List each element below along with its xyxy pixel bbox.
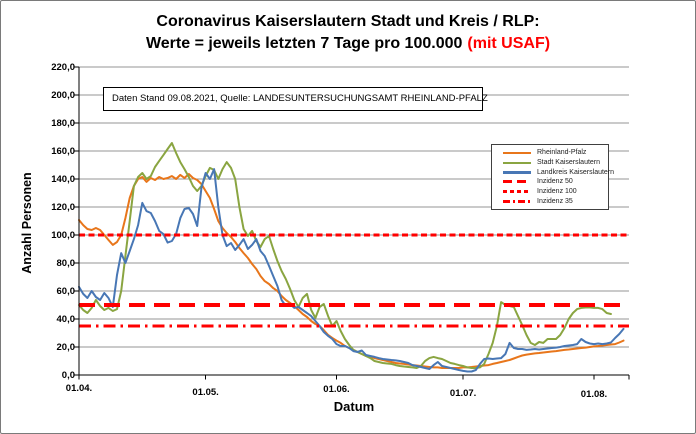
blue-line-swatch-icon	[503, 170, 531, 174]
red-dash-dot-swatch-icon	[503, 199, 531, 203]
green-line-swatch-icon	[503, 161, 531, 164]
legend-item-rheinland-pfalz: Rheinland-Pfalz	[503, 148, 608, 158]
y-tick-label: 180,0	[51, 117, 75, 129]
data-status-box: Daten Stand 09.08.2021, Quelle: LANDESUN…	[103, 87, 488, 111]
x-tick-label: 01.06.	[323, 384, 350, 395]
chart-legend: Rheinland-Pfalz Stadt Kaiserslautern Lan…	[491, 144, 614, 210]
x-tick-label: 01.04.	[65, 383, 93, 394]
legend-item-stadt-kaiserslautern: Stadt Kaiserslautern	[503, 158, 608, 168]
y-tick-label: 200,0	[51, 89, 75, 101]
red-short-dash-swatch-icon	[503, 190, 531, 194]
y-tick-label: 80,0	[56, 257, 76, 269]
series-line-landkreis-kaiserslautern	[78, 168, 625, 373]
legend-item-inzidenz-35: Inzidenz 35	[503, 196, 608, 206]
chart-title-line2: Werte = jeweils letzten 7 Tage pro 100.0…	[145, 35, 551, 52]
chart-title: Coronavirus Kaiserslautern Stadt und Kre…	[1, 11, 695, 55]
legend-item-landkreis-kaiserslautern: Landkreis Kaiserslautern	[503, 167, 614, 177]
chart-title-line1: Coronavirus Kaiserslautern Stadt und Kre…	[156, 13, 540, 30]
chart-title-usaf: (mit USAF)	[467, 35, 551, 52]
y-tick-label: 160,0	[51, 145, 75, 157]
y-tick-label: 220,0	[51, 61, 75, 73]
legend-item-inzidenz-50: Inzidenz 50	[503, 177, 608, 187]
y-tick-label: 120,0	[51, 201, 75, 213]
y-tick-label: 140,0	[51, 173, 75, 185]
legend-item-inzidenz-100: Inzidenz 100	[503, 187, 608, 197]
y-tick-label: 0,0	[61, 369, 75, 381]
red-long-dash-swatch-icon	[503, 180, 531, 184]
x-tick-label: 01.05.	[192, 387, 219, 398]
y-tick-label: 20,0	[56, 341, 76, 353]
orange-line-swatch-icon	[503, 151, 531, 154]
y-axis-title: Anzahl Personen	[20, 172, 34, 274]
x-tick-label: 01.08.	[580, 389, 608, 400]
x-tick-label: 01.07.	[449, 388, 477, 399]
y-tick-label: 40,0	[56, 313, 76, 325]
x-axis-title: Datum	[333, 399, 375, 414]
y-tick-label: 60,0	[56, 285, 76, 297]
y-tick-label: 100,0	[51, 229, 75, 241]
